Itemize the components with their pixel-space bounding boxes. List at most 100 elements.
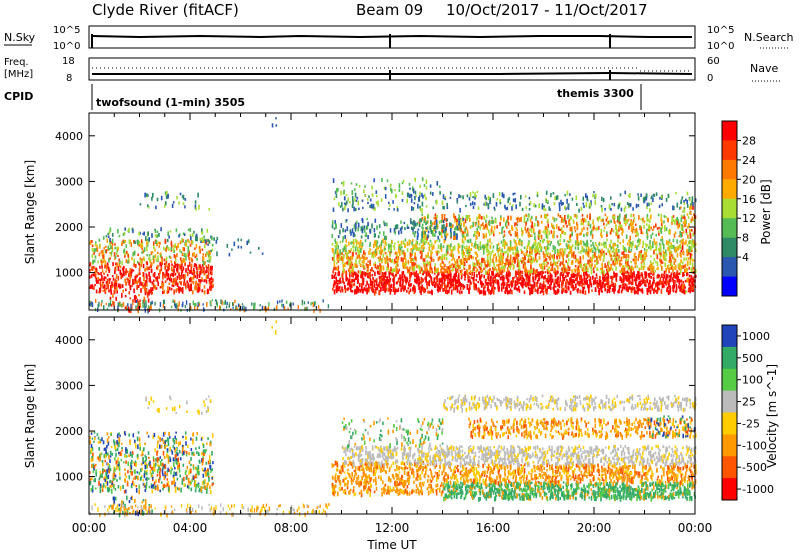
range-cell (623, 283, 625, 288)
range-cell (430, 277, 433, 283)
range-cell (335, 290, 338, 294)
range-cell (541, 289, 544, 293)
range-cell (142, 304, 144, 309)
range-cell (402, 257, 404, 263)
range-cell (650, 283, 652, 287)
range-cell (394, 230, 396, 235)
range-cell (551, 278, 554, 282)
range-cell (640, 283, 642, 286)
range-cell (354, 227, 357, 232)
range-cell (552, 245, 555, 249)
range-cell (306, 306, 308, 311)
range-cell (107, 284, 109, 289)
range-cell (211, 283, 214, 286)
range-cell (141, 245, 144, 249)
range-cell (197, 286, 200, 292)
range-cell (653, 250, 655, 255)
range-cell (557, 276, 559, 280)
range-cell (113, 291, 116, 295)
range-cell (501, 269, 504, 274)
range-cell (636, 231, 638, 237)
range-cell (625, 234, 628, 239)
range-cell (178, 288, 180, 294)
range-cell (521, 270, 524, 274)
range-cell (542, 251, 545, 255)
range-cell (584, 267, 586, 272)
range-cell (437, 267, 439, 272)
range-cell (427, 261, 430, 266)
range-cell (486, 245, 489, 250)
range-cell (484, 265, 487, 269)
range-cell (560, 271, 562, 276)
range-cell (521, 260, 523, 264)
range-cell (625, 219, 627, 223)
range-cell (411, 257, 413, 262)
range-cell (273, 307, 276, 312)
range-cell (649, 280, 651, 285)
range-cell (374, 279, 377, 283)
range-cell (528, 258, 531, 262)
range-cell (674, 218, 677, 222)
range-cell (534, 275, 537, 279)
range-cell (127, 278, 129, 283)
range-cell (176, 268, 178, 271)
range-cell (641, 245, 644, 249)
range-cell (570, 261, 573, 265)
range-cell (514, 252, 517, 258)
range-cell (430, 231, 433, 235)
range-cell (447, 275, 449, 281)
range-cell (138, 262, 140, 265)
range-cell (115, 262, 117, 266)
range-cell (674, 266, 677, 270)
range-cell (103, 247, 106, 250)
range-cell (198, 204, 200, 210)
range-cell (176, 282, 179, 288)
range-cell (338, 271, 340, 275)
range-cell (482, 257, 484, 261)
range-cell (381, 282, 383, 287)
range-cell (526, 270, 529, 276)
range-cell (501, 226, 503, 231)
range-cell (405, 260, 407, 264)
range-cell (415, 279, 418, 283)
range-cell (383, 281, 385, 286)
range-cell (561, 230, 563, 235)
range-cell (393, 286, 396, 291)
range-cell (651, 267, 653, 271)
range-cell (623, 278, 625, 283)
range-cell (640, 261, 643, 265)
range-cell (563, 219, 565, 222)
range-cell (172, 272, 174, 278)
range-cell (667, 217, 669, 222)
range-cell (577, 288, 579, 291)
range-cell (95, 289, 98, 294)
range-cell (681, 261, 684, 265)
range-cell (124, 253, 126, 258)
range-cell (163, 299, 166, 305)
range-cell (646, 279, 648, 284)
range-cell (381, 260, 383, 264)
range-cell (149, 256, 151, 262)
range-cell (159, 252, 161, 255)
range-cell (509, 272, 511, 277)
range-cell (470, 281, 472, 285)
range-cell (132, 302, 134, 306)
range-cell (672, 290, 675, 293)
range-cell (431, 270, 434, 274)
range-cell (559, 277, 561, 282)
range-cell (496, 264, 498, 267)
range-cell (168, 247, 170, 251)
range-cell (655, 260, 657, 264)
range-cell (436, 239, 438, 242)
range-cell (484, 264, 487, 267)
range-cell (149, 275, 151, 281)
range-cell (651, 269, 653, 273)
range-cell (452, 276, 455, 280)
range-cell (426, 282, 428, 286)
range-cell (444, 239, 447, 242)
range-cell (427, 234, 429, 239)
range-cell (422, 260, 425, 265)
range-cell (692, 284, 695, 287)
range-cell (387, 261, 389, 265)
range-cell (359, 263, 362, 267)
